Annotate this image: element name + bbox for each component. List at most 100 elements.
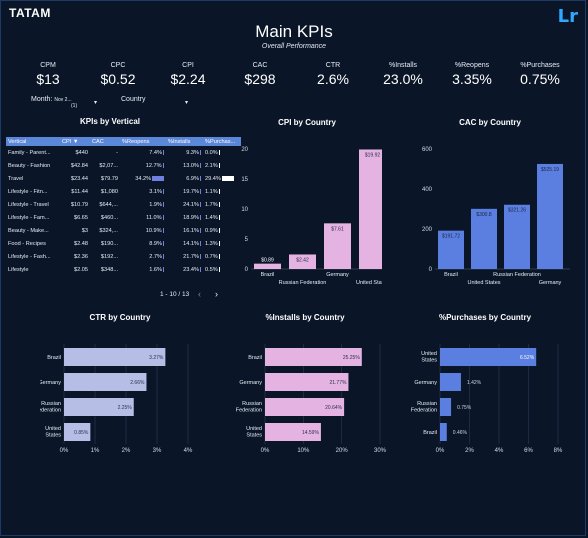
kpi-value: 3.35% <box>452 71 492 87</box>
chart-title: CTR by Country <box>90 313 151 322</box>
table-cell-installs: 19.7% <box>183 188 199 195</box>
x-tick-label: 2% <box>122 448 131 454</box>
month-filter-count: (1) <box>71 103 78 109</box>
pagination-label: 1 - 10 / 13 <box>160 291 190 298</box>
table-cell-reopens: 12.7% <box>145 162 162 169</box>
table-cell-purchases: 1.3% <box>205 240 218 247</box>
prev-page-button[interactable]: ‹ <box>198 289 201 299</box>
x-tick-label: 0% <box>436 448 445 454</box>
table-cell-installs: 24.1% <box>183 201 199 208</box>
table-cell-cac: - <box>116 149 118 156</box>
table-cell-vertical: Beauty - Make... <box>8 227 49 234</box>
table-header-cell[interactable]: CPI ▼ <box>60 137 90 146</box>
bar-value-label: 0.46% <box>453 430 468 436</box>
installs-by-country-chart: %Installs by Country 0% 10% 20% 30% 25.25% Bra… <box>236 313 387 454</box>
table-title: KPIs by Vertical <box>79 117 141 126</box>
table-cell-cpi: $2.36 <box>74 253 88 260</box>
bar-value-label: 2.66% <box>130 380 145 386</box>
bar-value-label: 0.85% <box>74 430 89 436</box>
country-filter[interactable]: Country <box>121 96 146 103</box>
table-cell-reopens: 34.2% <box>135 175 152 182</box>
table-cell-reopens: 1.9% <box>149 201 162 208</box>
table-header-cell[interactable]: CAC <box>90 137 120 146</box>
cell-bar <box>200 162 201 168</box>
cell-bar <box>200 266 201 272</box>
kpi-card: CTR 2.6% <box>298 62 368 87</box>
table-cell-cpi: $2.48 <box>74 240 88 247</box>
table-row[interactable]: Lifestyle $2.05 $348... 1.6% 23.4% 0.5% <box>6 263 241 276</box>
bar-value-label: $0.89 <box>261 258 274 264</box>
x-category-label: United States <box>356 280 382 286</box>
table-cell-purchases: 1.1% <box>205 188 218 195</box>
table-cell-cpi: $10.79 <box>70 201 88 208</box>
vertical-table: Vertical CPI ▼ CAC %Reopens %Installs %Purcha… <box>6 137 241 276</box>
bar <box>64 348 166 366</box>
kpi-value: $2.24 <box>170 71 206 87</box>
x-category-label: Russian Federation <box>279 280 327 286</box>
table-cell-vertical: Beauty - Fashion <box>8 162 51 169</box>
table-header-cell[interactable]: %Reopens <box>120 137 166 146</box>
kpi-value: 2.6% <box>317 71 349 87</box>
x-tick-label: 2% <box>465 448 474 454</box>
cell-bar <box>162 162 164 168</box>
table-cell-purchases: 29.4% <box>205 175 221 182</box>
y-tick-label: 10 <box>241 207 248 213</box>
month-filter[interactable]: Month: Nov 2... (1) <box>31 96 77 109</box>
table-row[interactable]: Food - Recipes $2.48 $190... 8.9% 14.1% 1.3% <box>6 237 241 250</box>
bar-value-label: 0.75% <box>457 405 472 411</box>
country-dropdown-icon[interactable]: ▾ <box>185 100 189 106</box>
table-row[interactable]: Lifestyle - Fash... $2.36 $192... 2.7% 21.7%… <box>6 250 241 263</box>
kpi-label: CPC <box>110 62 126 69</box>
cell-bar <box>163 188 164 194</box>
kpi-label: %Installs <box>388 62 417 69</box>
bar-value-label: 21.77% <box>329 380 347 386</box>
kpi-label: CPI <box>182 62 194 69</box>
table-header-cell[interactable]: %Purchas... <box>203 137 241 146</box>
table-row[interactable]: Beauty - Fashion $42.84 $2,07... 12.7% 13.0%… <box>6 159 241 172</box>
bar <box>64 398 134 416</box>
y-tick-label: 5 <box>245 237 249 243</box>
page-title: Main KPIs <box>255 22 333 41</box>
bar-value-label: $19.92 <box>365 152 381 158</box>
table-cell-vertical: Lifestyle - Fash... <box>8 253 51 260</box>
bar-value-label: $7.61 <box>331 226 344 232</box>
table-row[interactable]: Lifestyle - Fitn... $11.44 $1,080 3.1% 19.7%… <box>6 185 241 198</box>
kpi-value: $0.52 <box>100 71 136 87</box>
cpi-by-country-chart: CPI by Country 0 5 10 15 20 $0.89 Brazil $2.42 Ru… <box>241 118 382 286</box>
x-tick-label: 6% <box>524 448 533 454</box>
table-cell-vertical: Food - Recipes <box>8 240 46 247</box>
kpi-label: CTR <box>325 62 341 69</box>
purchases-by-country-chart: %Purchases by Country 0% 2% 4% 6% 8% 6.52% Unit… <box>411 313 563 454</box>
next-page-button[interactable]: › <box>215 289 218 299</box>
bar <box>440 348 537 366</box>
cell-bar <box>163 240 164 246</box>
month-dropdown-icon[interactable]: ▾ <box>94 100 98 106</box>
cell-bar <box>218 214 220 220</box>
table-row[interactable]: Travel $23.44 $79.79 34.2% 6.9% 29.4% <box>6 172 241 185</box>
table-row[interactable]: Lifestyle - Fam... $6.65 $460... 11.0% 18.9%… <box>6 211 241 224</box>
table-row[interactable]: Beauty - Make... $3 $324,... 10.9% 16.1% 0.9% <box>6 224 241 237</box>
bar <box>537 163 563 269</box>
table-cell-purchases: 0.7% <box>205 253 218 260</box>
table-cell-vertical: Family - Parent... <box>8 149 51 156</box>
app-icon[interactable]: Lr <box>557 6 578 27</box>
table-cell-cac: $79.79 <box>100 175 118 182</box>
table-cell-installs: 18.9% <box>183 214 199 221</box>
table-header-cell[interactable]: %Installs <box>166 137 203 146</box>
cell-bar <box>200 227 201 233</box>
bar-value-label: 25.25% <box>343 355 361 361</box>
kpi-card: %Installs 23.0% <box>368 62 438 87</box>
cell-bar <box>200 201 201 207</box>
table-cell-cac: $324,... <box>99 227 118 234</box>
table-row[interactable]: Lifestyle - Travel $10.79 $644,... 1.9% 24.1… <box>6 198 241 211</box>
cell-bar <box>218 266 220 272</box>
country-filter-label: Country <box>121 96 146 103</box>
table-row[interactable]: Family - Parent... $440 - 7.4% 9.3% 0.0% <box>6 146 241 159</box>
cell-bar <box>163 253 164 259</box>
cell-bar <box>218 240 220 246</box>
table-cell-installs: 23.4% <box>183 266 199 273</box>
table-cell-cac: $2,07... <box>99 162 118 169</box>
cell-bar <box>200 240 201 246</box>
table-header-cell[interactable]: Vertical <box>6 137 60 146</box>
